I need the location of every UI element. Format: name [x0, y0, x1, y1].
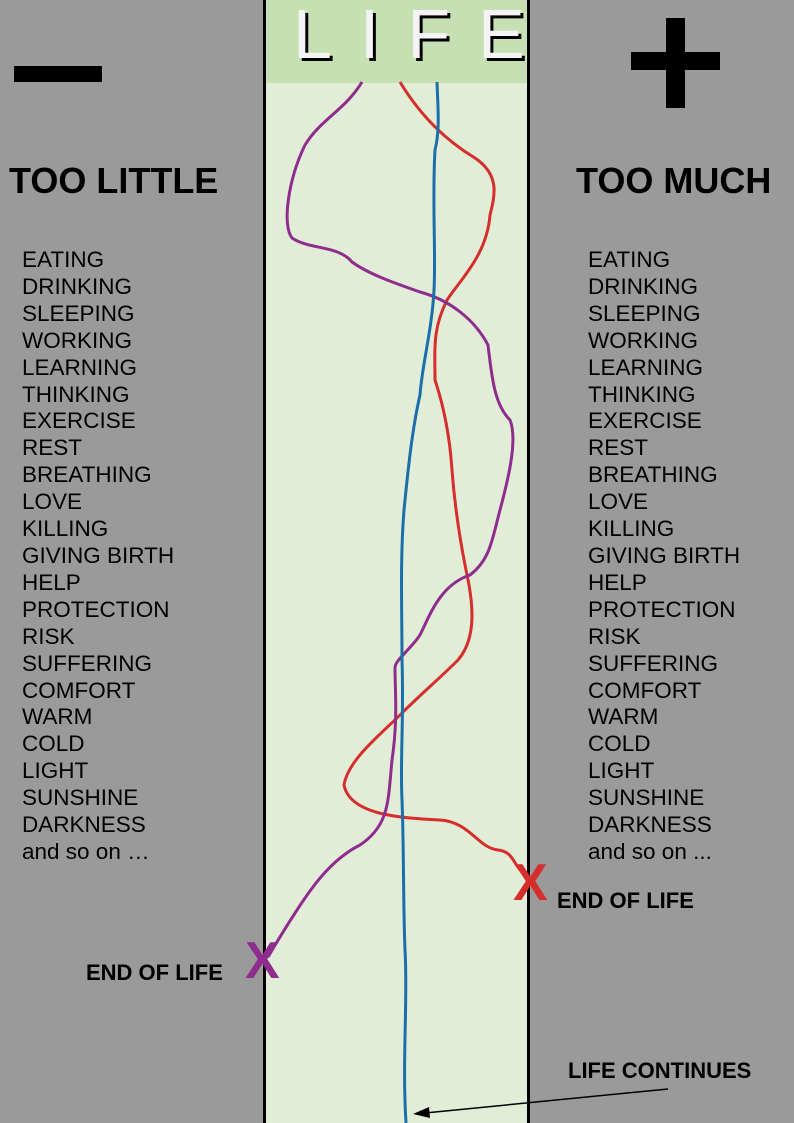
list-item: WARM	[588, 704, 659, 730]
list-item: DARKNESS	[588, 812, 712, 838]
list-item: LIGHT	[22, 758, 89, 784]
arrow-head-icon	[413, 1107, 430, 1118]
list-item: THINKING	[588, 381, 696, 407]
list-item: WORKING	[588, 327, 698, 353]
list-item: EATING	[588, 247, 671, 272]
list-item: SUFFERING	[22, 650, 153, 676]
list-item: BREATHING	[588, 462, 718, 488]
list-item: EXERCISE	[22, 408, 136, 434]
list-item: BREATHING	[22, 462, 152, 488]
list-item: COLD	[588, 731, 651, 757]
list-item: EATING	[22, 247, 105, 272]
right-boundary-line	[527, 0, 530, 1123]
list-item: RISK	[22, 623, 75, 649]
list-item: PROTECTION	[588, 596, 736, 622]
blue-life-path	[399, 81, 440, 1123]
life-band-header	[265, 0, 528, 83]
life-continues-label: LIFE CONTINUES	[568, 1058, 752, 1083]
minus-icon	[14, 66, 102, 82]
list-item: LOVE	[588, 489, 649, 515]
list-item: DRINKING	[588, 273, 699, 299]
end-of-life-left-label: END OF LIFE	[86, 960, 223, 985]
too-much-list: EATING DRINKING SLEEPING WORKING LEARNING THI…	[588, 247, 740, 866]
list-item: REST	[588, 435, 649, 461]
list-item: LEARNING	[22, 354, 138, 380]
list-item: LIGHT	[588, 758, 655, 784]
list-item: SUFFERING	[588, 650, 719, 676]
list-item: THINKING	[22, 381, 130, 407]
list-item: SLEEPING	[22, 300, 135, 326]
list-item: GIVING BIRTH	[588, 542, 741, 568]
list-item: LOVE	[22, 489, 83, 515]
too-little-heading: TOO LITTLE	[9, 160, 219, 201]
list-item: HELP	[22, 569, 81, 595]
list-item: PROTECTION	[22, 596, 170, 622]
list-item: SUNSHINE	[22, 785, 139, 811]
list-item: REST	[22, 435, 83, 461]
list-item: COMFORT	[22, 677, 136, 703]
list-item: and so on ...	[588, 838, 712, 864]
list-item: KILLING	[22, 516, 109, 542]
list-item: DARKNESS	[22, 812, 146, 838]
too-little-list: EATING DRINKING SLEEPING WORKING LEARNING THI…	[22, 247, 174, 866]
list-item: WARM	[22, 704, 93, 730]
list-item: and so on …	[22, 838, 150, 864]
list-item: EXERCISE	[588, 408, 702, 434]
red-x-mark-icon: X	[513, 854, 548, 912]
list-item: SUNSHINE	[588, 785, 705, 811]
list-item: RISK	[588, 623, 641, 649]
left-boundary-line	[263, 0, 266, 1123]
list-item: COLD	[22, 731, 85, 757]
list-item: GIVING BIRTH	[22, 542, 175, 568]
too-much-heading: TOO MUCH	[576, 160, 772, 201]
list-item: LEARNING	[588, 354, 704, 380]
list-item: KILLING	[588, 516, 675, 542]
purple-x-mark-icon: X	[245, 932, 280, 990]
list-item: HELP	[588, 569, 647, 595]
purple-life-path	[266, 81, 515, 958]
list-item: DRINKING	[22, 273, 133, 299]
list-item: COMFORT	[588, 677, 702, 703]
end-of-life-right-label: END OF LIFE	[557, 888, 694, 913]
life-title: LIFE	[293, 0, 553, 73]
life-continues-arrow	[424, 1088, 669, 1114]
list-item: SLEEPING	[588, 300, 701, 326]
red-life-path	[342, 81, 529, 877]
list-item: WORKING	[22, 327, 132, 353]
